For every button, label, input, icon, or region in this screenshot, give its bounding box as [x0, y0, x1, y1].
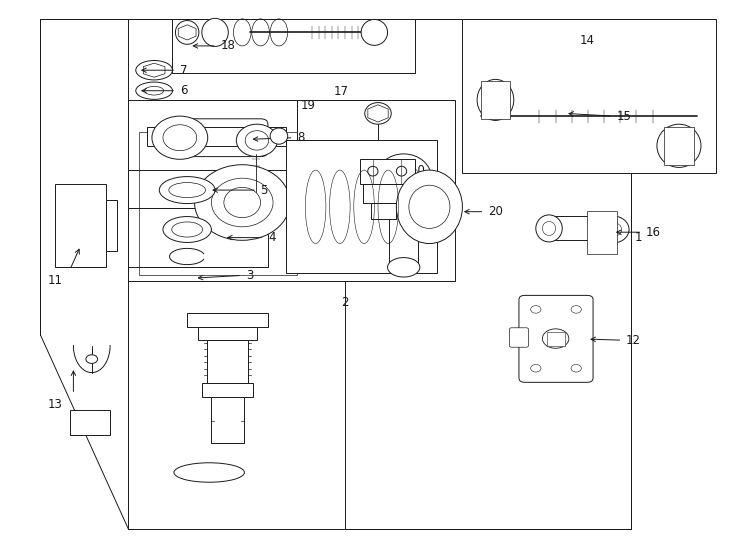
- Ellipse shape: [361, 19, 388, 45]
- Text: 5: 5: [261, 184, 268, 197]
- Ellipse shape: [657, 124, 701, 167]
- Text: 7: 7: [180, 64, 187, 77]
- Bar: [128, 127, 455, 281]
- Text: 1: 1: [635, 231, 642, 244]
- Ellipse shape: [486, 89, 505, 111]
- Ellipse shape: [245, 131, 269, 150]
- Bar: [587, 211, 617, 254]
- Ellipse shape: [388, 258, 420, 277]
- Text: 3: 3: [246, 269, 253, 282]
- Text: 2: 2: [341, 296, 349, 309]
- Bar: [128, 281, 345, 529]
- Text: 6: 6: [180, 84, 187, 97]
- Bar: [139, 132, 297, 275]
- Ellipse shape: [175, 21, 199, 44]
- Text: 17: 17: [334, 85, 349, 98]
- Ellipse shape: [435, 202, 461, 224]
- Bar: [187, 313, 268, 327]
- Polygon shape: [368, 105, 388, 122]
- Ellipse shape: [270, 128, 288, 144]
- Ellipse shape: [172, 222, 203, 237]
- Bar: [211, 397, 244, 443]
- Ellipse shape: [531, 306, 541, 313]
- Text: 13: 13: [48, 399, 62, 411]
- Ellipse shape: [376, 154, 432, 202]
- Bar: [360, 159, 415, 184]
- Text: 15: 15: [617, 110, 631, 123]
- Bar: [128, 170, 268, 208]
- Ellipse shape: [477, 79, 514, 120]
- Ellipse shape: [174, 463, 244, 482]
- Text: 11: 11: [48, 274, 62, 287]
- Bar: [297, 100, 455, 208]
- Bar: [207, 340, 248, 383]
- Bar: [198, 327, 257, 340]
- Ellipse shape: [531, 364, 541, 372]
- Ellipse shape: [236, 124, 277, 157]
- Ellipse shape: [163, 125, 197, 151]
- Text: 8: 8: [297, 131, 305, 144]
- Bar: [55, 184, 106, 267]
- Ellipse shape: [163, 217, 211, 242]
- Ellipse shape: [152, 116, 208, 159]
- Bar: [547, 332, 565, 346]
- Text: 19: 19: [301, 99, 316, 112]
- Ellipse shape: [396, 170, 462, 244]
- Ellipse shape: [365, 103, 391, 124]
- Ellipse shape: [211, 178, 273, 227]
- Ellipse shape: [409, 185, 450, 228]
- Ellipse shape: [604, 222, 622, 237]
- Bar: [106, 200, 117, 251]
- Text: 14: 14: [580, 34, 595, 47]
- Bar: [128, 100, 297, 170]
- Ellipse shape: [136, 60, 172, 80]
- Polygon shape: [438, 205, 457, 221]
- Ellipse shape: [224, 187, 261, 218]
- Bar: [172, 19, 415, 73]
- Ellipse shape: [368, 166, 378, 176]
- Ellipse shape: [136, 82, 172, 99]
- Ellipse shape: [542, 329, 569, 348]
- Bar: [128, 19, 631, 529]
- Ellipse shape: [667, 134, 691, 158]
- Ellipse shape: [195, 165, 290, 240]
- Bar: [543, 216, 613, 240]
- Bar: [286, 140, 437, 273]
- Bar: [462, 19, 716, 173]
- Bar: [363, 184, 411, 202]
- Ellipse shape: [86, 355, 98, 363]
- Bar: [481, 81, 510, 119]
- FancyBboxPatch shape: [509, 328, 528, 347]
- Polygon shape: [178, 25, 196, 40]
- FancyBboxPatch shape: [169, 119, 268, 157]
- Polygon shape: [143, 63, 165, 77]
- Ellipse shape: [159, 177, 215, 204]
- Ellipse shape: [396, 166, 407, 176]
- Bar: [128, 208, 268, 267]
- Text: 4: 4: [268, 231, 275, 244]
- Ellipse shape: [542, 221, 556, 235]
- Text: 10: 10: [411, 164, 426, 177]
- Bar: [202, 383, 253, 397]
- FancyBboxPatch shape: [519, 295, 593, 382]
- Ellipse shape: [202, 18, 228, 46]
- Bar: [664, 127, 694, 165]
- Text: 12: 12: [625, 334, 640, 347]
- Ellipse shape: [388, 165, 420, 192]
- Bar: [70, 410, 110, 435]
- Text: 18: 18: [220, 39, 235, 52]
- Text: 20: 20: [488, 205, 503, 218]
- Ellipse shape: [571, 306, 581, 313]
- Ellipse shape: [597, 216, 629, 243]
- Text: 16: 16: [646, 226, 661, 239]
- Bar: [147, 127, 286, 146]
- Text: 9: 9: [410, 185, 417, 198]
- Ellipse shape: [145, 86, 164, 95]
- Ellipse shape: [169, 183, 206, 198]
- Ellipse shape: [536, 215, 562, 242]
- Ellipse shape: [571, 364, 581, 372]
- Bar: [371, 202, 396, 219]
- Bar: [389, 202, 418, 267]
